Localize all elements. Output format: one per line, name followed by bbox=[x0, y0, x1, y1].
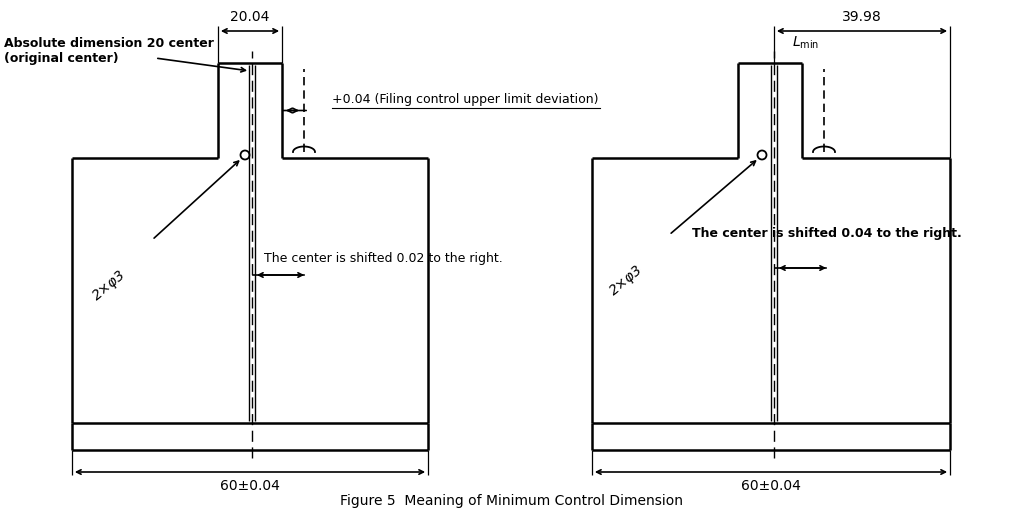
Text: 39.98: 39.98 bbox=[842, 10, 882, 24]
Text: (original center): (original center) bbox=[4, 52, 119, 65]
Text: $L_{\mathrm{min}}$: $L_{\mathrm{min}}$ bbox=[792, 35, 819, 51]
Text: 2×φ3: 2×φ3 bbox=[90, 268, 128, 304]
Text: The center is shifted 0.04 to the right.: The center is shifted 0.04 to the right. bbox=[692, 227, 962, 240]
Text: 20.04: 20.04 bbox=[230, 10, 269, 24]
Text: The center is shifted 0.02 to the right.: The center is shifted 0.02 to the right. bbox=[264, 252, 503, 265]
Text: 60±0.04: 60±0.04 bbox=[741, 479, 801, 493]
Text: Figure 5  Meaning of Minimum Control Dimension: Figure 5 Meaning of Minimum Control Dime… bbox=[341, 494, 683, 508]
Text: Absolute dimension 20 center: Absolute dimension 20 center bbox=[4, 37, 214, 50]
Text: 2×φ3: 2×φ3 bbox=[607, 263, 645, 298]
Text: +0.04 (Filing control upper limit deviation): +0.04 (Filing control upper limit deviat… bbox=[332, 93, 598, 106]
Text: 60±0.04: 60±0.04 bbox=[220, 479, 280, 493]
